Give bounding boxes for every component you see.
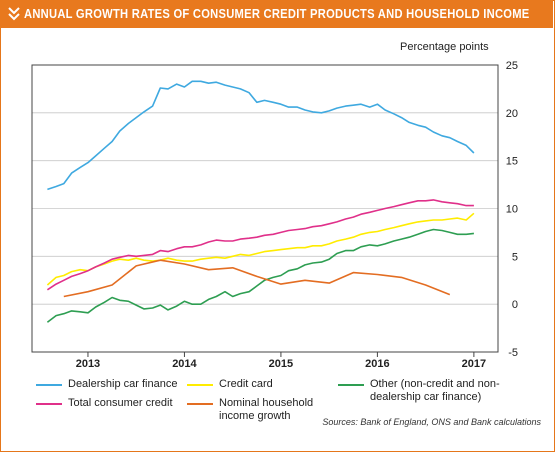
x-tick-label: 2017 bbox=[462, 358, 486, 370]
y-tick-label: 10 bbox=[506, 204, 518, 216]
x-tick-label: 2014 bbox=[172, 358, 197, 370]
legend-label: Nominal household income growth bbox=[219, 397, 314, 422]
legend-label: Other (non-credit and non-dealership car… bbox=[370, 378, 500, 403]
y-tick-label: 25 bbox=[506, 60, 518, 72]
x-tick-label: 2015 bbox=[269, 358, 293, 370]
legend-label: Dealership car finance bbox=[68, 378, 178, 390]
legend-swatch bbox=[36, 403, 62, 405]
source-note: Sources: Bank of England, ONS and Bank c… bbox=[322, 417, 541, 427]
plot-border bbox=[31, 64, 499, 353]
y-tick-label: 20 bbox=[506, 108, 518, 120]
legend-swatch bbox=[36, 384, 62, 386]
legend-swatch bbox=[338, 384, 364, 386]
chevron-down-icon bbox=[8, 7, 20, 21]
y-axis-label: Percentage points bbox=[400, 41, 489, 53]
y-tick-label: 5 bbox=[512, 251, 518, 263]
y-tick-label: 0 bbox=[512, 299, 518, 311]
legend-swatch bbox=[187, 384, 213, 386]
y-tick-label: 15 bbox=[506, 156, 518, 168]
series-line-4 bbox=[63, 259, 451, 298]
series-line-1 bbox=[46, 212, 475, 286]
legend-swatch bbox=[187, 403, 213, 405]
x-tick-label: 2013 bbox=[76, 358, 100, 370]
x-tick-label: 2016 bbox=[365, 358, 389, 370]
series-line-3 bbox=[46, 199, 474, 291]
y-tick-label: -5 bbox=[508, 347, 518, 359]
legend-label: Credit card bbox=[219, 378, 273, 390]
series-line-2 bbox=[46, 228, 474, 323]
chart-header: ANNUAL GROWTH RATES OF CONSUMER CREDIT P… bbox=[0, 0, 553, 28]
legend-label: Total consumer credit bbox=[68, 397, 173, 409]
chart-title: ANNUAL GROWTH RATES OF CONSUMER CREDIT P… bbox=[24, 6, 530, 21]
series-line-0 bbox=[47, 80, 475, 191]
